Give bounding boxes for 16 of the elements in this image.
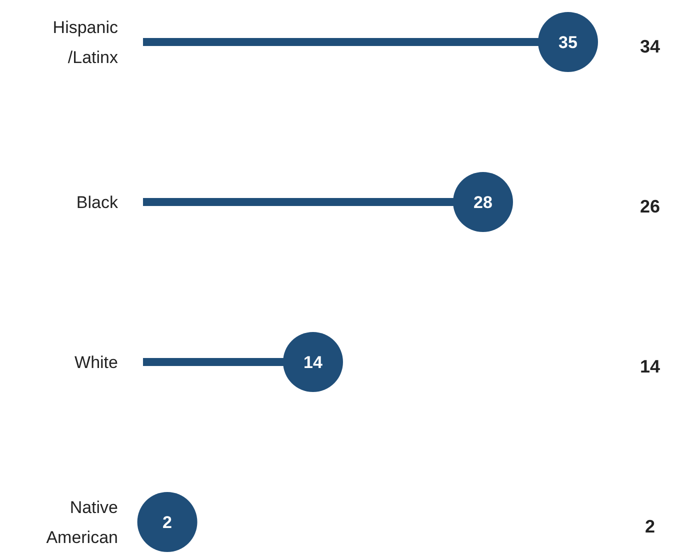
y-tick-label: Native American: [46, 498, 118, 547]
y-tick-label: Black: [76, 192, 118, 212]
data-label: 2: [162, 512, 172, 532]
text: 14: [640, 356, 660, 376]
y-tick-label: White: [74, 352, 118, 372]
data-label: 28: [474, 192, 492, 212]
point: [453, 172, 513, 232]
point: [137, 492, 198, 552]
data-label: 14: [304, 352, 323, 372]
text: 26: [640, 196, 660, 216]
y-tick-label: Hispanic /Latinx: [52, 18, 118, 67]
text: 2: [644, 516, 656, 536]
point: [538, 12, 598, 72]
text: 34: [640, 36, 660, 56]
point: [283, 332, 343, 392]
data-label: 35: [558, 32, 578, 52]
